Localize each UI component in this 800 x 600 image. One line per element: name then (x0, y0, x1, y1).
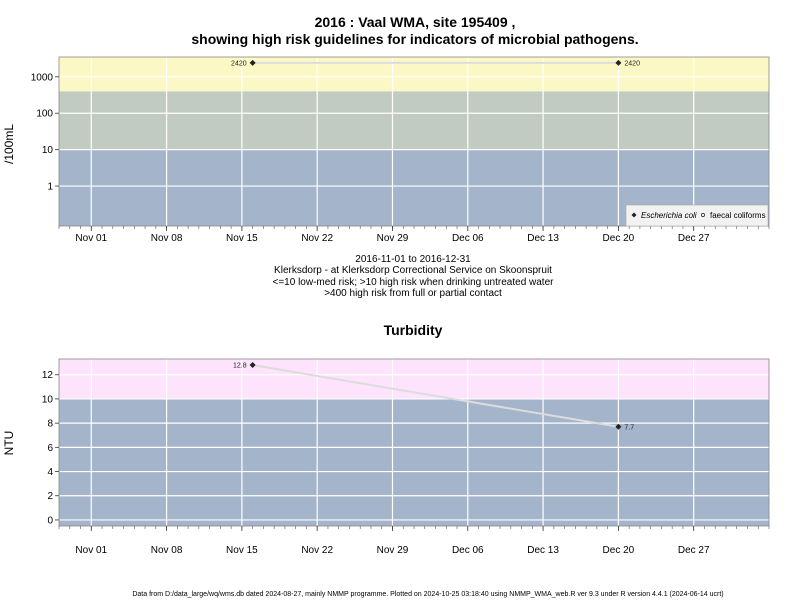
chart1-guideline-1: <=10 low-med risk; >10 high risk when dr… (273, 277, 555, 288)
chart1-y-tick-label: 1 (47, 182, 53, 193)
chart1-x-tick-label: Nov 15 (226, 233, 258, 244)
chart1-y-tick-label: 100 (36, 109, 53, 120)
chart1-title-line2: showing high risk guidelines for indicat… (191, 31, 638, 47)
chart1-point-label: 2420 (231, 60, 247, 67)
legend-faecal-marker (701, 213, 705, 217)
chart2-point-label: 7.7 (624, 424, 634, 431)
chart2-y-tick-label: 12 (42, 370, 54, 381)
chart2-y-tick-label: 0 (47, 515, 53, 526)
chart2-y-tick-label: 2 (47, 491, 53, 502)
chart2-y-tick-label: 10 (42, 394, 54, 405)
chart2-band-0 (59, 398, 769, 526)
chart1-x-tick-label: Dec 06 (452, 233, 484, 244)
chart1-legend: Escherichia coli faecal coliforms (625, 204, 769, 227)
chart1-x-tick-label: Nov 29 (377, 233, 409, 244)
chart1-x-tick-label: Dec 27 (678, 233, 710, 244)
chart2-ylabel: NTU (2, 431, 16, 456)
chart2-x-tick-label: Nov 22 (301, 545, 333, 556)
chart2-x-tick-label: Dec 06 (452, 545, 484, 556)
chart2-x-tick-label: Dec 20 (603, 545, 635, 556)
footer-note: Data from D:/data_large/wq/wms.db dated … (132, 591, 723, 598)
chart1-point (249, 59, 256, 66)
chart2-x-tick-label: Nov 01 (75, 545, 107, 556)
chart1-x-tick-label: Nov 22 (301, 233, 333, 244)
chart2-series-line-0 (252, 364, 619, 428)
chart2-title: Turbidity (384, 322, 443, 338)
chart2-x-tick-label: Nov 29 (377, 545, 409, 556)
chart2-x-tick-label: Dec 27 (678, 545, 710, 556)
chart2-plot: Nov 01 Nov 08 Nov 15 Nov 22 Nov 29 Dec 06 Dec … (42, 358, 770, 556)
legend-ecoli-label: Escherichia coli (641, 211, 697, 220)
chart1-plot: Nov 01 Nov 08 Nov 15 Nov 22 Nov 29 Dec 06 Dec … (31, 56, 770, 244)
chart2-point (615, 423, 622, 430)
chart2-x-tick-label: Nov 08 (151, 545, 183, 556)
chart1-x-tick-label: Nov 01 (75, 233, 107, 244)
chart1-point (615, 59, 622, 66)
legend-faecal-label: faecal coliforms (710, 211, 766, 220)
chart2-point (249, 362, 256, 369)
chart1-band-1 (59, 91, 769, 150)
chart1-guideline-2: >400 high risk from full or partial cont… (324, 288, 502, 299)
chart1-y-tick-label: 10 (42, 145, 54, 156)
chart2-y-tick-label: 8 (47, 419, 53, 430)
chart1-point-label: 2420 (624, 60, 640, 67)
chart1-y-tick-label: 1000 (31, 72, 54, 83)
chart2-x-tick-label: Nov 15 (226, 545, 258, 556)
legend-ecoli-marker (631, 212, 637, 218)
chart1-date-range: 2016-11-01 to 2016-12-31 (355, 254, 471, 265)
chart1-x-tick-label: Dec 20 (603, 233, 635, 244)
chart2-point-label: 12.8 (233, 363, 247, 370)
chart2-x-tick-label: Dec 13 (527, 545, 559, 556)
chart2-y-tick-label: 4 (47, 467, 53, 478)
chart1-x-tick-label: Dec 13 (527, 233, 559, 244)
chart1-x-tick-label: Nov 08 (151, 233, 183, 244)
chart1-title-line1: 2016 : Vaal WMA, site 195409 , (315, 14, 516, 30)
chart2-y-tick-label: 6 (47, 443, 53, 454)
chart1-ylabel: /100mL (2, 124, 16, 164)
chart1-site-description: Klerksdorp - at Klerksdorp Correctional … (274, 265, 552, 276)
